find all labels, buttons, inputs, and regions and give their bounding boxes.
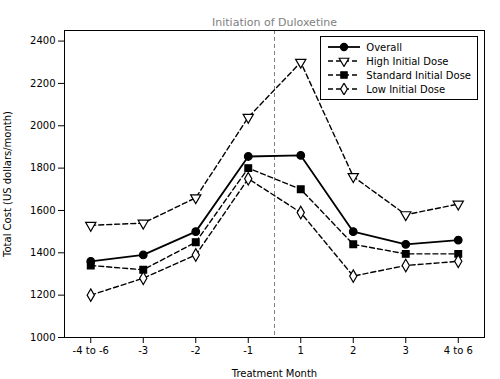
svg-text:2200: 2200 xyxy=(30,78,55,89)
svg-text:2: 2 xyxy=(350,345,356,356)
svg-text:-3: -3 xyxy=(138,345,148,356)
svg-text:1: 1 xyxy=(298,345,304,356)
svg-text:3: 3 xyxy=(403,345,409,356)
svg-text:1000: 1000 xyxy=(30,332,55,343)
html-text:Standard Initial Dose: Standard Initial Dose xyxy=(366,69,471,81)
svg-text:1200: 1200 xyxy=(30,289,55,300)
svg-text:4 to 6: 4 to 6 xyxy=(444,345,473,356)
svg-text:2400: 2400 xyxy=(30,35,55,46)
svg-text:-4 to -6: -4 to -6 xyxy=(73,345,109,356)
svg-text:-1: -1 xyxy=(243,345,253,356)
svg-text:Treatment Month: Treatment Month xyxy=(231,368,317,379)
svg-text:Total Cost (US dollars/month): Total Cost (US dollars/month) xyxy=(2,111,13,258)
html-text:Low Initial Dose: Low Initial Dose xyxy=(366,83,446,95)
svg-text:2000: 2000 xyxy=(30,120,55,131)
svg-text:1400: 1400 xyxy=(30,247,55,258)
svg-text:-2: -2 xyxy=(191,345,201,356)
html-text:High Initial Dose: High Initial Dose xyxy=(366,55,449,67)
svg-text:1600: 1600 xyxy=(30,205,55,216)
html-text:Overall: Overall xyxy=(366,41,402,53)
svg-text:1800: 1800 xyxy=(30,162,55,173)
svg-text:Initiation of Duloxetine: Initiation of Duloxetine xyxy=(212,16,337,29)
